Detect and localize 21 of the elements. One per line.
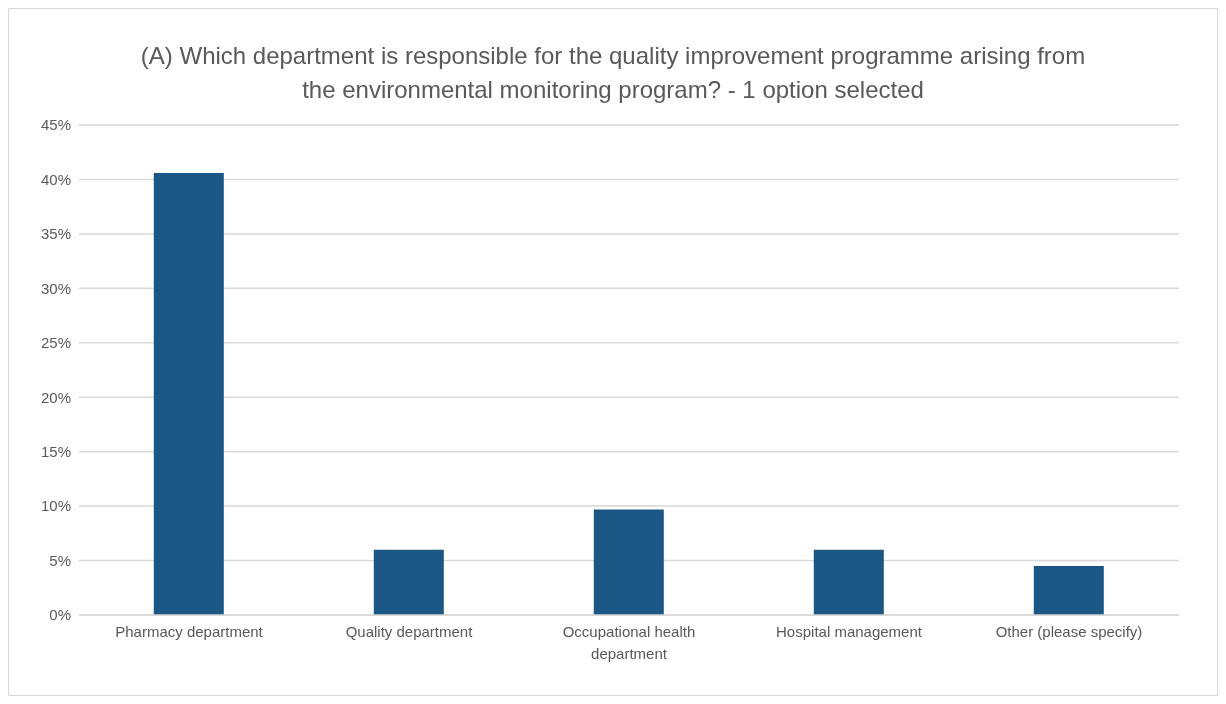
x-tick-label: Occupational health department xyxy=(562,623,696,662)
y-tick-label: 10% xyxy=(40,497,71,515)
y-tick-label: 5% xyxy=(49,551,71,569)
x-tick-label: Pharmacy department xyxy=(115,623,264,640)
y-tick-label: 35% xyxy=(40,225,71,243)
x-tick-label: Quality department xyxy=(345,623,474,640)
chart-title: (A) Which department is responsible for the quality improvement programme arising from the environmental monitoring program? - 1 option selected xyxy=(139,41,1087,105)
bar xyxy=(153,172,224,615)
bar xyxy=(593,509,664,615)
x-tick-label: Other (please specify) xyxy=(995,623,1143,640)
y-tick-label: 15% xyxy=(40,442,71,460)
y-tick-label: 20% xyxy=(40,388,71,406)
bar xyxy=(1033,566,1104,615)
bar xyxy=(813,549,884,615)
x-tick-label: Hospital management xyxy=(776,623,923,640)
y-tick-label: 40% xyxy=(40,170,71,188)
y-tick-label: 0% xyxy=(49,606,71,624)
y-tick-label: 30% xyxy=(40,279,71,297)
y-tick-label: 25% xyxy=(40,334,71,352)
bar xyxy=(373,549,444,615)
y-tick-label: 45% xyxy=(40,116,71,134)
